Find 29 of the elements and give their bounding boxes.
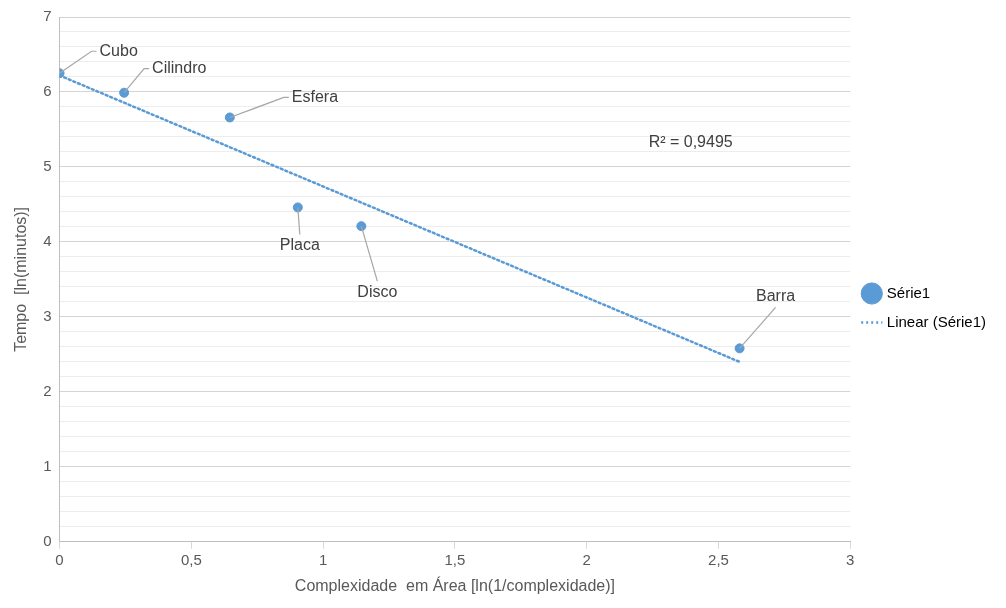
legend-label: Linear (Série1) [886, 312, 986, 330]
annotation: Esfera [291, 87, 339, 105]
x-axis-title: Complexidade em Área [ln(1/complexidade)] [294, 575, 615, 594]
x-tick-label: 3 [846, 550, 855, 568]
legend-label: Série1 [886, 283, 931, 301]
y-tick-label: 6 [43, 82, 52, 100]
annotation: Cilindro [152, 59, 207, 77]
x-tick-label: 2,5 [708, 550, 729, 568]
annotation: Barra [756, 286, 796, 304]
x-tick-label: 1,5 [444, 550, 466, 568]
y-tick-label: 1 [43, 456, 52, 474]
annotation: Cubo [99, 41, 138, 59]
point [734, 343, 745, 354]
annotation: Placa [279, 235, 320, 253]
y-tick-label: 4 [43, 232, 52, 250]
y-tick-label: 5 [43, 157, 52, 175]
annotation: R² = 0,9495 [648, 133, 733, 151]
x-tick-label: 1 [318, 550, 328, 568]
y-tick-label: 3 [43, 307, 52, 325]
y-tick-label: 7 [43, 7, 52, 25]
y-tick-label: 0 [43, 531, 52, 549]
x-tick-label: 2 [582, 550, 591, 568]
y-tick-label: 2 [43, 382, 52, 399]
point [356, 221, 367, 232]
annotation: Disco [357, 282, 398, 300]
point [224, 112, 235, 123]
x-tick-label: 0 [55, 550, 64, 568]
x-tick-label: 0,5 [180, 550, 202, 568]
y-axis-title: Tempo [ln(minutos)] [12, 206, 30, 352]
